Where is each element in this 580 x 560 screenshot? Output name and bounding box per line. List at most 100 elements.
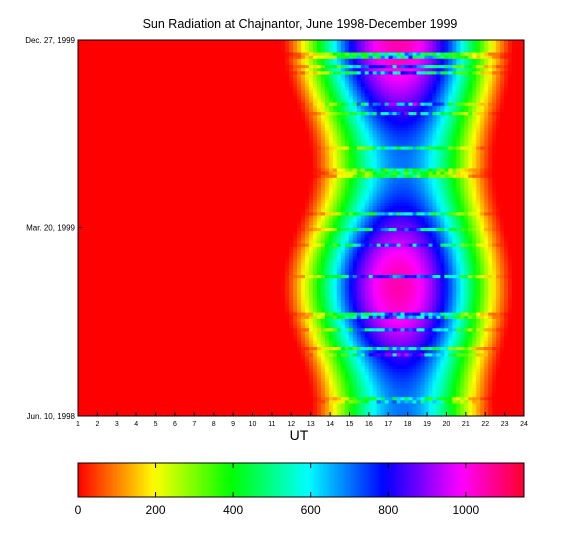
heatmap-cell [213, 46, 218, 50]
heatmap-cell [336, 83, 342, 88]
heatmap-cell [372, 58, 378, 63]
heatmap-cell [101, 40, 107, 44]
heatmap-cell [78, 55, 83, 60]
heatmap-cell [213, 87, 218, 91]
heatmap-cell [384, 96, 390, 101]
heatmap-cell [121, 115, 127, 119]
heatmap-cell [205, 68, 211, 72]
heatmap-cell [432, 49, 437, 54]
heatmap-cell [304, 127, 310, 132]
heatmap-cell [221, 49, 226, 54]
heatmap-cell [440, 124, 445, 129]
heatmap-cell [472, 143, 477, 148]
heatmap-cell [245, 121, 250, 126]
heatmap-cell [273, 155, 278, 160]
heatmap-cell [504, 124, 509, 129]
heatmap-cell [496, 49, 501, 54]
heatmap-cell [185, 143, 191, 148]
heatmap-cell [185, 134, 191, 138]
heatmap-cell [344, 143, 350, 148]
heatmap-cell [376, 43, 382, 47]
heatmap-cell [81, 127, 87, 132]
heatmap-cell [237, 159, 242, 163]
heatmap-cell [360, 58, 366, 63]
heatmap-cell [392, 152, 398, 157]
heatmap-cell [316, 46, 322, 50]
heatmap-cell [424, 83, 430, 88]
heatmap-cell [113, 52, 119, 57]
heatmap-cell [97, 74, 103, 79]
heatmap-cell [85, 124, 91, 129]
heatmap-cell [508, 130, 513, 135]
heatmap-cell [508, 174, 513, 179]
heatmap-cell [93, 112, 99, 116]
heatmap-cell [404, 115, 410, 119]
heatmap-cell [464, 130, 469, 135]
heatmap-cell [257, 146, 262, 151]
heatmap-cell [105, 96, 111, 101]
heatmap-cell [157, 159, 163, 163]
heatmap-cell [145, 127, 151, 132]
heatmap-cell [476, 118, 481, 123]
heatmap-cell [129, 90, 135, 94]
heatmap-cell [129, 55, 135, 60]
heatmap-cell [213, 162, 218, 166]
heatmap-cell [225, 174, 230, 179]
heatmap-cell [460, 96, 465, 101]
heatmap-cell [213, 118, 218, 123]
heatmap-cell [289, 87, 294, 91]
heatmap-cell [185, 43, 191, 47]
heatmap-cell [368, 162, 374, 166]
heatmap-cell [492, 118, 497, 123]
heatmap-cell [480, 155, 485, 160]
heatmap-cell [133, 55, 139, 60]
heatmap-cell [384, 134, 390, 138]
heatmap-cell [201, 171, 207, 176]
heatmap-cell [492, 52, 497, 57]
heatmap-cell [360, 140, 366, 144]
heatmap-cell [344, 68, 350, 72]
heatmap-cell [444, 152, 449, 157]
heatmap-cell [488, 61, 493, 66]
heatmap-cell [316, 71, 322, 76]
heatmap-cell [213, 71, 218, 76]
heatmap-cell [101, 90, 107, 94]
heatmap-cell [412, 112, 418, 116]
heatmap-cell [448, 174, 453, 179]
heatmap-cell [241, 99, 246, 104]
heatmap-cell [404, 102, 410, 107]
heatmap-cell [424, 74, 430, 79]
heatmap-cell [380, 93, 386, 97]
heatmap-cell [520, 152, 524, 157]
heatmap-cell [448, 77, 453, 82]
heatmap-cell [89, 40, 95, 44]
heatmap-cell [356, 55, 362, 60]
heatmap-cell [89, 49, 95, 54]
heatmap-cell [520, 168, 524, 173]
heatmap-cell [408, 65, 414, 69]
heatmap-cell [496, 108, 501, 113]
heatmap-cell [141, 134, 147, 138]
heatmap-cell [249, 121, 254, 126]
heatmap-cell [253, 40, 258, 44]
heatmap-cell [396, 171, 402, 176]
heatmap-cell [109, 65, 115, 69]
heatmap-cell [153, 71, 159, 76]
heatmap-cell [476, 87, 481, 91]
heatmap-cell [177, 52, 183, 57]
heatmap-cell [129, 118, 135, 123]
heatmap-cell [125, 118, 131, 123]
heatmap-cell [281, 40, 286, 44]
heatmap-cell [484, 74, 489, 79]
heatmap-cell [121, 108, 127, 113]
heatmap-cell [384, 65, 390, 69]
heatmap-cell [145, 68, 151, 72]
heatmap-cell [289, 159, 294, 163]
heatmap-cell [352, 102, 358, 107]
heatmap-cell [492, 102, 497, 107]
heatmap-cell [396, 90, 402, 94]
heatmap-cell [412, 71, 418, 76]
heatmap-cell [257, 143, 262, 148]
heatmap-cell [277, 46, 282, 50]
heatmap-cell [281, 46, 286, 50]
